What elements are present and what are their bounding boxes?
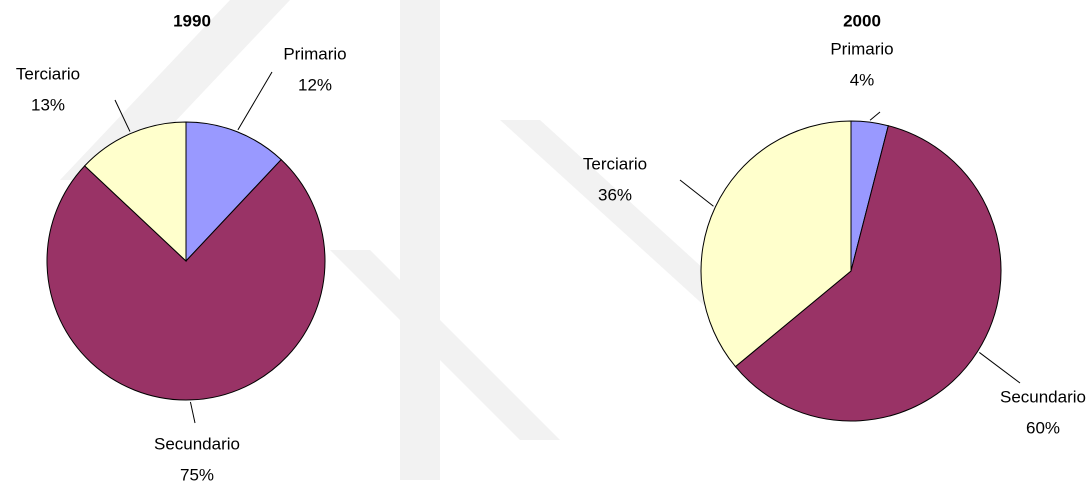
watermark xyxy=(60,0,760,480)
leader-line xyxy=(114,99,131,132)
slice-label: Primario xyxy=(283,44,346,63)
pie-slice xyxy=(734,125,1002,422)
chart-title: 1990 xyxy=(173,11,211,30)
slice-label: Terciario xyxy=(16,64,80,83)
chart-title: 2000 xyxy=(843,11,881,30)
pie-slice xyxy=(46,158,326,401)
leader-line xyxy=(237,71,273,131)
slice-value-label: 75% xyxy=(180,465,214,484)
slice-value-label: 60% xyxy=(1026,418,1060,437)
slice-value-label: 4% xyxy=(850,70,875,89)
slice-label: Terciario xyxy=(583,154,647,173)
leader-line xyxy=(679,179,714,207)
slice-label: Secundario xyxy=(1000,387,1086,406)
leader-line xyxy=(189,401,196,424)
slice-value-label: 36% xyxy=(598,185,632,204)
pie-slice xyxy=(83,121,187,263)
leader-line xyxy=(869,111,881,121)
leader-line xyxy=(979,352,1021,384)
slice-label: Primario xyxy=(830,39,893,58)
slice-value-label: 13% xyxy=(31,95,65,114)
slice-label: Secundario xyxy=(154,434,240,453)
pie-slice xyxy=(700,120,852,368)
pie-slice xyxy=(185,121,282,263)
slice-value-label: 12% xyxy=(298,75,332,94)
